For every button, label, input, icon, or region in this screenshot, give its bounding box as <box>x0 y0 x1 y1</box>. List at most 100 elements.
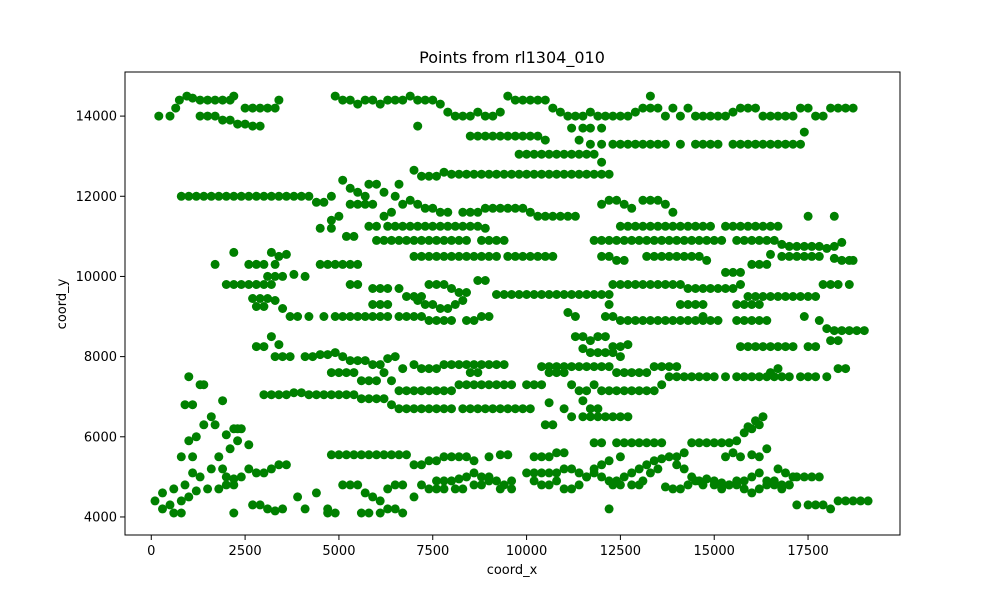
data-point <box>537 149 547 159</box>
data-point <box>582 149 592 159</box>
data-point <box>259 468 269 478</box>
data-point <box>792 251 802 261</box>
data-point <box>597 460 607 470</box>
data-point <box>473 131 483 141</box>
data-point <box>278 504 288 514</box>
data-point <box>552 149 562 159</box>
data-point <box>409 360 419 370</box>
data-point <box>360 95 370 105</box>
data-point <box>608 280 618 289</box>
data-point <box>454 452 464 462</box>
data-point <box>274 460 284 470</box>
data-point <box>311 197 321 207</box>
data-point <box>567 149 577 159</box>
data-point <box>709 438 719 448</box>
data-point <box>458 404 468 414</box>
data-point <box>811 372 821 382</box>
data-point <box>691 300 700 309</box>
data-point <box>657 235 667 245</box>
data-point <box>439 280 449 289</box>
data-point <box>739 476 749 486</box>
data-point <box>180 400 190 410</box>
data-point <box>462 251 471 261</box>
data-point <box>507 380 517 390</box>
data-point <box>829 241 839 251</box>
data-point <box>353 312 363 321</box>
data-point <box>660 221 670 231</box>
data-point <box>236 424 246 434</box>
data-point <box>469 468 479 478</box>
data-point <box>420 221 430 231</box>
data-point <box>660 111 670 121</box>
data-point <box>796 103 805 113</box>
data-point <box>645 103 655 113</box>
data-point <box>567 464 577 474</box>
data-point <box>784 372 794 382</box>
data-point <box>694 372 704 382</box>
data-point <box>195 95 205 105</box>
y-tick-label: 4000 <box>84 510 117 525</box>
data-point <box>507 484 517 494</box>
data-point <box>338 312 348 321</box>
data-point <box>420 300 430 309</box>
data-point <box>612 476 622 486</box>
data-point <box>345 280 355 289</box>
data-point <box>597 157 607 167</box>
data-point <box>544 290 554 299</box>
data-point <box>608 412 618 422</box>
data-point <box>627 480 637 490</box>
data-point <box>552 468 562 478</box>
data-point <box>619 472 629 482</box>
data-point <box>597 290 607 299</box>
data-point <box>773 364 783 374</box>
data-point <box>807 241 817 251</box>
data-point <box>154 111 164 121</box>
data-point <box>660 199 670 209</box>
data-point <box>739 300 749 309</box>
data-point <box>822 324 832 334</box>
data-point <box>353 480 363 490</box>
data-point <box>728 267 738 277</box>
data-point <box>570 111 580 121</box>
data-point <box>417 251 426 261</box>
data-point <box>218 95 228 105</box>
data-point <box>375 99 385 109</box>
data-point <box>484 169 494 179</box>
data-point <box>477 472 486 482</box>
data-point <box>236 472 246 482</box>
data-point <box>668 280 678 289</box>
data-point <box>799 472 809 482</box>
data-point <box>503 404 513 414</box>
data-point <box>627 235 637 245</box>
data-point <box>424 251 434 261</box>
data-point <box>593 111 603 121</box>
data-point <box>326 223 336 233</box>
data-point <box>409 460 419 470</box>
data-point <box>574 149 584 159</box>
data-point <box>251 342 261 352</box>
data-point <box>424 484 434 494</box>
data-point <box>743 342 753 352</box>
data-point <box>229 191 239 201</box>
data-point <box>679 372 689 382</box>
data-point <box>788 111 798 121</box>
data-point <box>657 251 667 261</box>
data-point <box>233 436 243 446</box>
data-point <box>796 139 805 149</box>
data-point <box>364 376 374 386</box>
data-point <box>477 235 486 245</box>
data-point <box>285 312 295 321</box>
data-point <box>717 235 727 245</box>
data-point <box>747 372 757 382</box>
data-point <box>409 404 419 414</box>
data-point <box>675 316 685 325</box>
data-point <box>439 476 449 486</box>
data-point <box>225 444 235 454</box>
data-point <box>540 420 550 430</box>
data-point <box>751 221 760 231</box>
data-point <box>439 235 449 245</box>
data-point <box>645 316 655 325</box>
data-point <box>623 280 633 289</box>
data-point <box>465 368 475 378</box>
data-point <box>732 436 742 446</box>
